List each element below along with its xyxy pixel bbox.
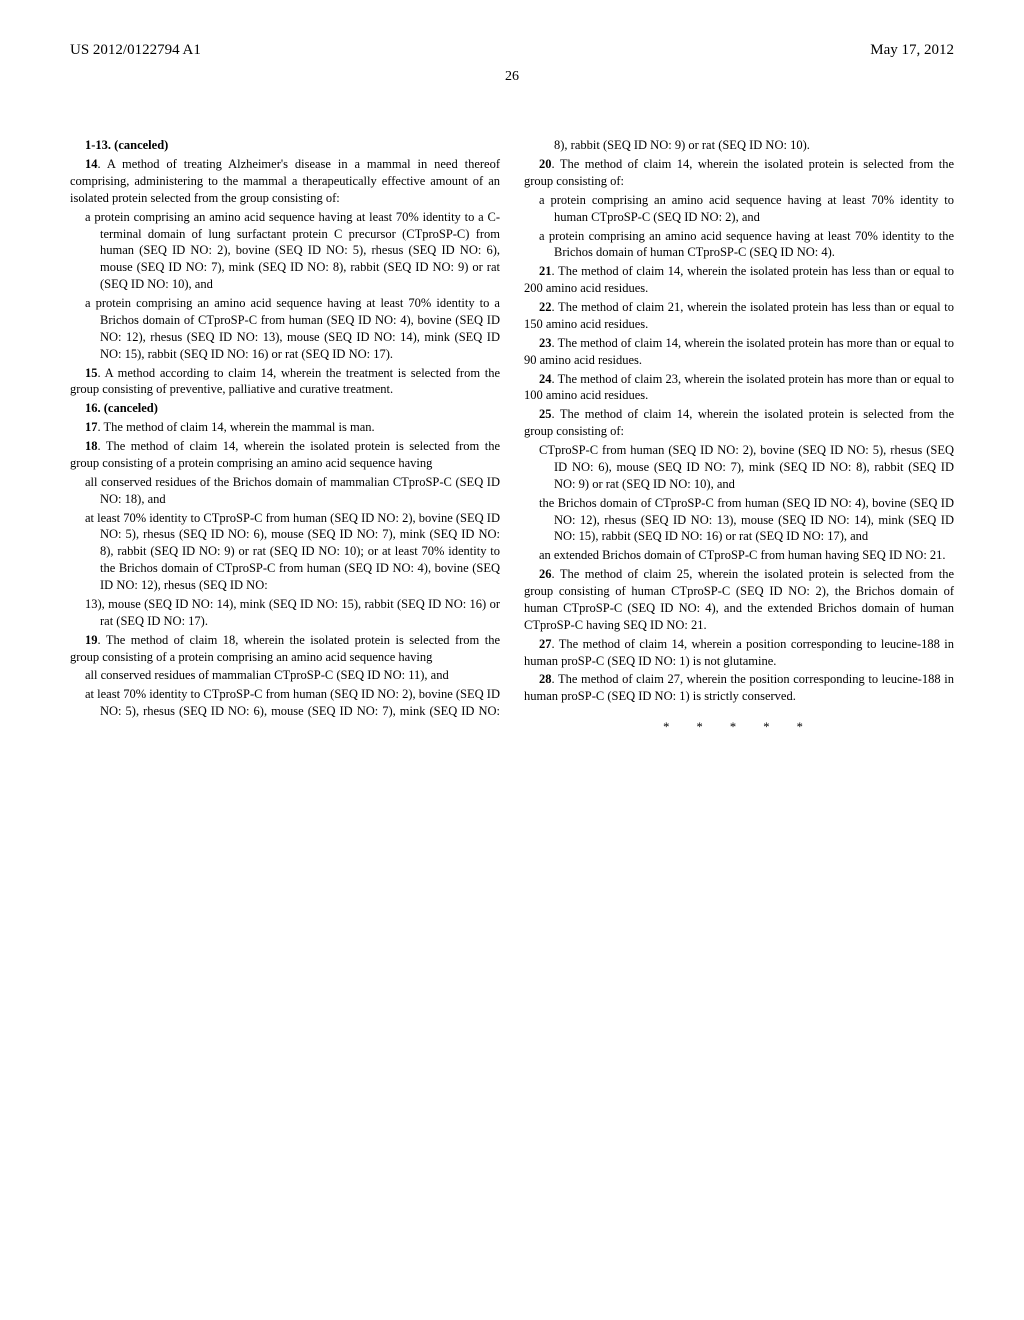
claim-number-24: 24: [539, 372, 552, 386]
claim-25: 25. The method of claim 14, wherein the …: [524, 406, 954, 440]
claim-number-14: 14: [85, 157, 98, 171]
claim-19-sub1: all conserved residues of mammalian CTpr…: [70, 667, 500, 684]
claim-15: 15. A method according to claim 14, wher…: [70, 365, 500, 399]
claim-26-text: . The method of claim 25, wherein the is…: [524, 567, 954, 632]
claim-number-15: 15: [85, 366, 98, 380]
claim-number-28: 28: [539, 672, 552, 686]
claim-20-sub2: a protein comprising an amino acid seque…: [524, 228, 954, 262]
claim-19: 19. The method of claim 18, wherein the …: [70, 632, 500, 666]
claim-28-text: . The method of claim 27, wherein the po…: [524, 672, 954, 703]
page-header: US 2012/0122794 A1 May 17, 2012: [70, 40, 954, 60]
claim-22: 22. The method of claim 21, wherein the …: [524, 299, 954, 333]
claim-20-text: . The method of claim 14, wherein the is…: [524, 157, 954, 188]
claim-22-text: . The method of claim 21, wherein the is…: [524, 300, 954, 331]
claim-number-25: 25: [539, 407, 552, 421]
claim-number-20: 20: [539, 157, 552, 171]
claim-21-text: . The method of claim 14, wherein the is…: [524, 264, 954, 295]
claim-number-27: 27: [539, 637, 552, 651]
claim-18-sub3: 13), mouse (SEQ ID NO: 14), mink (SEQ ID…: [70, 596, 500, 630]
claim-number-17: 17: [85, 420, 98, 434]
claim-26: 26. The method of claim 25, wherein the …: [524, 566, 954, 634]
claim-23-text: . The method of claim 14, wherein the is…: [524, 336, 954, 367]
claim-number-19: 19: [85, 633, 98, 647]
claim-28: 28. The method of claim 27, wherein the …: [524, 671, 954, 705]
claim-27: 27. The method of claim 14, wherein a po…: [524, 636, 954, 670]
claim-20-sub1: a protein comprising an amino acid seque…: [524, 192, 954, 226]
claim-23: 23. The method of claim 14, wherein the …: [524, 335, 954, 369]
claims-body: 1-13. (canceled) 14. A method of treatin…: [70, 137, 954, 736]
claim-1-13: 1-13. (canceled): [70, 137, 500, 154]
claim-14-sub1: a protein comprising an amino acid seque…: [70, 209, 500, 293]
claim-14: 14. A method of treating Alzheimer's dis…: [70, 156, 500, 207]
claim-number-16: 16. (canceled): [85, 401, 158, 415]
claim-27-text: . The method of claim 14, wherein a posi…: [524, 637, 954, 668]
claim-15-text: . A method according to claim 14, wherei…: [70, 366, 500, 397]
end-asterisks: * * * * *: [524, 719, 954, 736]
claim-25-sub3: an extended Brichos domain of CTproSP-C …: [524, 547, 954, 564]
claim-number-18: 18: [85, 439, 98, 453]
claim-number-1-13: 1-13. (canceled): [85, 138, 168, 152]
claim-18-sub1: all conserved residues of the Brichos do…: [70, 474, 500, 508]
claim-19-text: . The method of claim 18, wherein the is…: [70, 633, 500, 664]
claim-24-text: . The method of claim 23, wherein the is…: [524, 372, 954, 403]
claim-18-sub2: at least 70% identity to CTproSP-C from …: [70, 510, 500, 594]
claim-14-text: . A method of treating Alzheimer's disea…: [70, 157, 500, 205]
claim-16: 16. (canceled): [70, 400, 500, 417]
claim-17-text: . The method of claim 14, wherein the ma…: [98, 420, 375, 434]
claim-number-21: 21: [539, 264, 552, 278]
claim-25-text: . The method of claim 14, wherein the is…: [524, 407, 954, 438]
claim-number-23: 23: [539, 336, 552, 350]
claim-20: 20. The method of claim 14, wherein the …: [524, 156, 954, 190]
claim-number-26: 26: [539, 567, 552, 581]
page-number: 26: [70, 68, 954, 87]
claim-17: 17. The method of claim 14, wherein the …: [70, 419, 500, 436]
claim-24: 24. The method of claim 23, wherein the …: [524, 371, 954, 405]
claim-25-sub1: CTproSP-C from human (SEQ ID NO: 2), bov…: [524, 442, 954, 493]
claim-14-sub2: a protein comprising an amino acid seque…: [70, 295, 500, 363]
claim-number-22: 22: [539, 300, 552, 314]
publication-number: US 2012/0122794 A1: [70, 40, 201, 60]
claim-21: 21. The method of claim 14, wherein the …: [524, 263, 954, 297]
claim-25-sub2: the Brichos domain of CTproSP-C from hum…: [524, 495, 954, 546]
claim-18: 18. The method of claim 14, wherein the …: [70, 438, 500, 472]
publication-date: May 17, 2012: [870, 40, 954, 60]
claim-18-text: . The method of claim 14, wherein the is…: [70, 439, 500, 470]
